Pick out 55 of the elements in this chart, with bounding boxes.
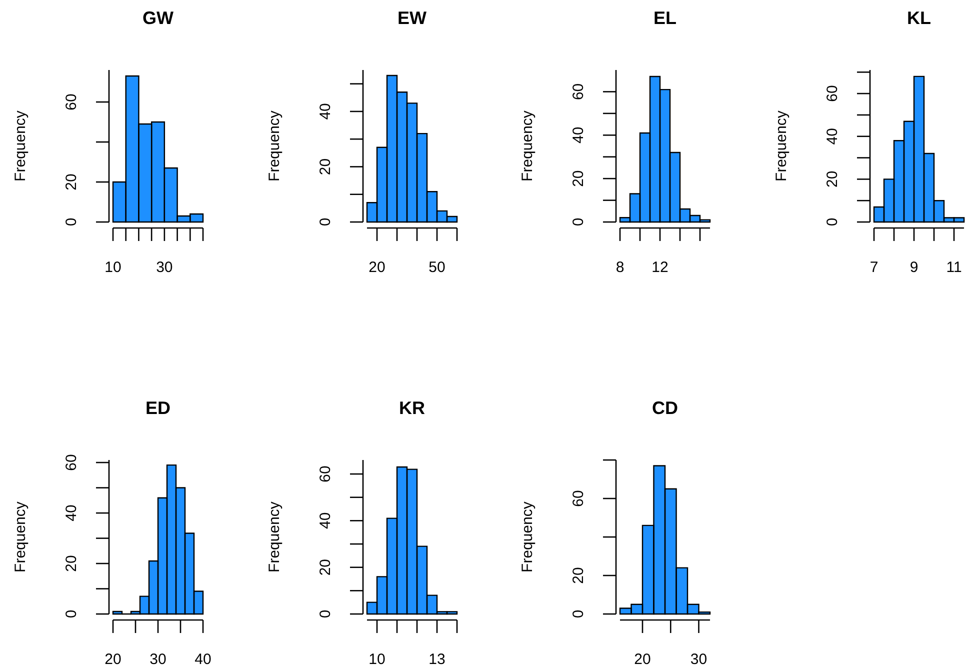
- y-tick-label: 20: [63, 174, 80, 190]
- x-tick-label: 20: [104, 651, 122, 668]
- x-tick-label: 20: [368, 259, 386, 276]
- chart-title: EW: [398, 8, 427, 28]
- x-tick-label: 13: [428, 651, 446, 668]
- x-tick-label: 12: [652, 259, 668, 276]
- x-tick-label: 10: [104, 259, 122, 276]
- y-tick-label: 20: [824, 170, 842, 188]
- y-axis-title: Frequency: [12, 110, 30, 182]
- y-tick-label: 40: [824, 128, 842, 145]
- chart-title: KR: [399, 398, 425, 418]
- y-tick-label: 60: [824, 85, 842, 102]
- x-tick-label: 11: [946, 259, 962, 276]
- y-tick-label: 40: [570, 126, 588, 144]
- chart-title: EL: [653, 8, 677, 28]
- y-tick-label: 60: [570, 83, 588, 100]
- x-tick-label: 9: [910, 259, 918, 276]
- y-tick-label: 60: [63, 454, 80, 471]
- y-tick-label: 40: [317, 103, 334, 120]
- x-tick-label: 10: [368, 651, 386, 668]
- y-axis-title: Frequency: [266, 501, 284, 572]
- y-tick-label: 0: [317, 610, 334, 618]
- y-tick-label: 60: [63, 94, 80, 110]
- x-tick-label: 40: [194, 651, 212, 668]
- y-tick-label: 0: [824, 218, 842, 226]
- y-tick-label: 0: [63, 218, 80, 226]
- chart-title: ED: [145, 398, 171, 418]
- y-tick-label: 40: [63, 504, 80, 522]
- x-tick-label: 20: [634, 651, 651, 668]
- x-tick-label: 30: [690, 651, 708, 668]
- y-tick-label: 0: [570, 610, 588, 618]
- y-tick-label: 0: [570, 218, 588, 226]
- y-tick-label: 20: [570, 567, 588, 584]
- y-axis-title: Frequency: [519, 501, 536, 572]
- y-axis-title: Frequency: [266, 110, 284, 182]
- y-tick-label: 60: [317, 466, 334, 482]
- y-axis-title: Frequency: [12, 501, 30, 572]
- x-tick-label: 7: [870, 259, 878, 276]
- x-tick-label: 8: [616, 259, 624, 276]
- y-axis-title: Frequency: [519, 110, 536, 182]
- x-tick-label: 30: [150, 651, 166, 668]
- y-tick-label: 0: [317, 218, 334, 226]
- chart-title: CD: [652, 398, 678, 418]
- y-tick-label: 40: [317, 512, 334, 530]
- y-tick-label: 60: [570, 490, 588, 507]
- y-tick-label: 20: [317, 558, 334, 576]
- x-tick-label: 50: [428, 259, 446, 276]
- y-tick-label: 20: [317, 158, 334, 176]
- y-tick-label: 0: [63, 610, 80, 618]
- chart-title: GW: [142, 8, 174, 28]
- chart-title: KL: [907, 8, 931, 28]
- y-tick-label: 20: [63, 555, 80, 572]
- y-tick-label: 20: [570, 170, 588, 187]
- y-axis-title: Frequency: [773, 110, 790, 182]
- x-tick-label: 30: [156, 259, 173, 276]
